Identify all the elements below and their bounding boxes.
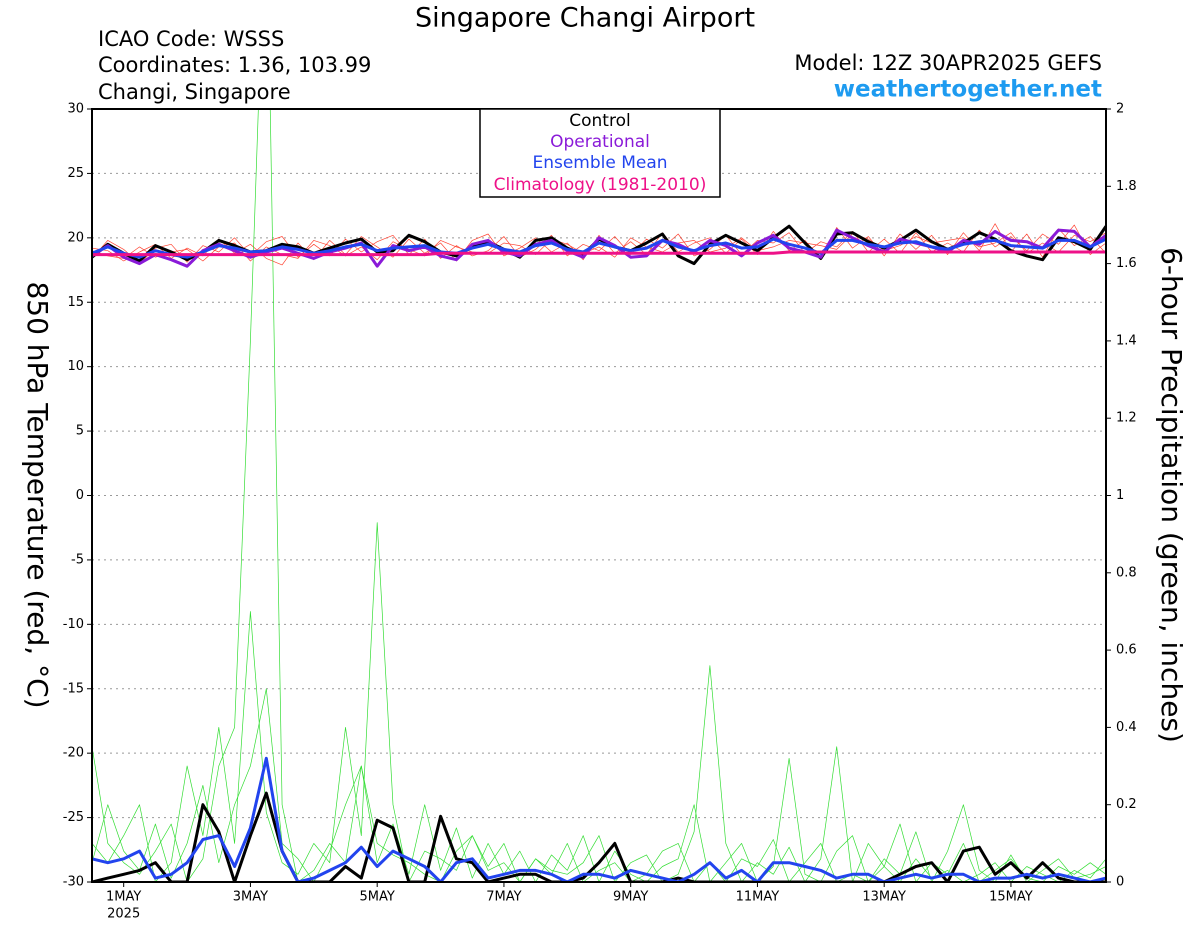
- legend-entry: Climatology (1981-2010): [494, 175, 707, 195]
- precip-line: [92, 791, 1106, 882]
- legend-entry: Ensemble Mean: [532, 153, 667, 173]
- legend: Control Operational Ensemble Mean Climat…: [479, 108, 721, 198]
- legend-entry: Control: [569, 111, 630, 131]
- temp-line: [92, 237, 1106, 259]
- website: weathertogether.net: [834, 77, 1102, 103]
- x-tick-label: 5MAY: [360, 890, 395, 905]
- y2-tick-label: 1.4: [1116, 333, 1137, 348]
- y-tick-label: 15: [67, 295, 84, 310]
- y2-tick-label: 0: [1116, 875, 1124, 890]
- x-tick-label: 9MAY: [613, 890, 648, 905]
- temp-line: [92, 250, 1106, 257]
- y2-tick-label: 0.2: [1116, 797, 1137, 812]
- y-tick-label: 20: [67, 230, 84, 245]
- precip-line: [92, 756, 1106, 882]
- x-tick-label: 3MAY: [233, 890, 268, 905]
- precip-line: [92, 522, 1106, 882]
- y2-tick-label: 0.8: [1116, 565, 1137, 580]
- y-tick-label: 25: [67, 166, 84, 181]
- info-line: ICAO Code: WSSS: [98, 27, 284, 51]
- y2-tick-label: 0.4: [1116, 720, 1137, 735]
- y-tick-label: -10: [63, 617, 84, 632]
- y-tick-label: -25: [63, 810, 84, 825]
- y-tick-label: -30: [63, 875, 84, 890]
- y-tick-label: -20: [63, 746, 84, 761]
- precip-line: [92, 688, 1106, 882]
- year-label: 2025: [107, 907, 140, 922]
- legend-box: [479, 108, 721, 198]
- x-tick-label: 11MAY: [736, 890, 780, 905]
- y-tick-label: 30: [67, 102, 84, 117]
- y2-tick-label: 1.6: [1116, 256, 1137, 271]
- x-tick-label: 13MAY: [862, 890, 906, 905]
- info-line: Changi, Singapore: [98, 80, 291, 104]
- y2-tick-label: 0.6: [1116, 643, 1137, 658]
- model-info: Model: 12Z 30APR2025 GEFS: [794, 51, 1102, 75]
- y2-tick-label: 1.2: [1116, 411, 1137, 426]
- y-tick-label: 5: [76, 424, 84, 439]
- chart-title: Singapore Changi Airport: [415, 3, 755, 34]
- x-tick-label: 7MAY: [486, 890, 521, 905]
- y2-tick-label: 1: [1116, 488, 1124, 503]
- y2-axis-label: 6-hour Precipitation (green, inches): [1155, 247, 1188, 743]
- plot-lines: [92, 109, 1106, 882]
- y-axis-label: 850 hPa Temperature (red, °C): [21, 281, 54, 708]
- y-tick-label: -5: [71, 552, 84, 567]
- x-tick-label: 15MAY: [989, 890, 1033, 905]
- info-line: Coordinates: 1.36, 103.99: [98, 53, 371, 77]
- y-tick-label: 0: [76, 488, 84, 503]
- x-tick-label: 1MAY: [106, 890, 141, 905]
- y-tick-label: 10: [67, 359, 84, 374]
- legend-entry: Operational: [550, 132, 650, 152]
- y-tick-label: -15: [63, 681, 84, 696]
- y2-tick-label: 2: [1116, 102, 1124, 117]
- y2-tick-label: 1.8: [1116, 179, 1137, 194]
